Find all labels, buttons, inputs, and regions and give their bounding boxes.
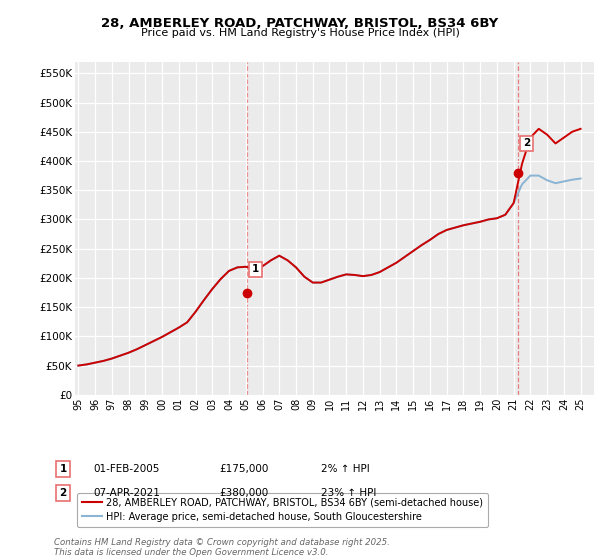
Text: 28, AMBERLEY ROAD, PATCHWAY, BRISTOL, BS34 6BY: 28, AMBERLEY ROAD, PATCHWAY, BRISTOL, BS… <box>101 17 499 30</box>
Text: 2: 2 <box>523 138 530 148</box>
Text: 2: 2 <box>59 488 67 498</box>
Legend: 28, AMBERLEY ROAD, PATCHWAY, BRISTOL, BS34 6BY (semi-detached house), HPI: Avera: 28, AMBERLEY ROAD, PATCHWAY, BRISTOL, BS… <box>77 493 488 526</box>
Text: Contains HM Land Registry data © Crown copyright and database right 2025.
This d: Contains HM Land Registry data © Crown c… <box>54 538 390 557</box>
Text: 07-APR-2021: 07-APR-2021 <box>93 488 160 498</box>
Text: £175,000: £175,000 <box>219 464 268 474</box>
Text: 1: 1 <box>252 264 259 274</box>
Text: £380,000: £380,000 <box>219 488 268 498</box>
Text: 2% ↑ HPI: 2% ↑ HPI <box>321 464 370 474</box>
Text: 23% ↑ HPI: 23% ↑ HPI <box>321 488 376 498</box>
Text: Price paid vs. HM Land Registry's House Price Index (HPI): Price paid vs. HM Land Registry's House … <box>140 28 460 38</box>
Text: 01-FEB-2005: 01-FEB-2005 <box>93 464 160 474</box>
Text: 1: 1 <box>59 464 67 474</box>
